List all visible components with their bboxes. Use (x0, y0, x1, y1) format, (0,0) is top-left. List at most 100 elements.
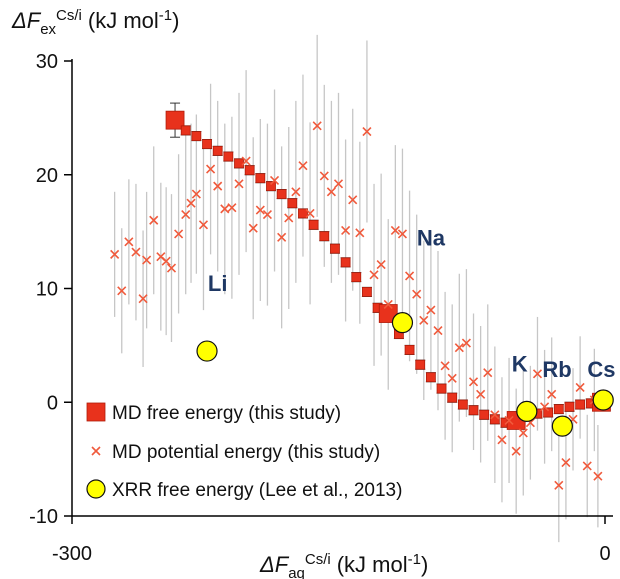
y-axis-title-sup: Cs/i (56, 7, 82, 24)
potential-energy-point (454, 343, 464, 353)
free-energy-point (404, 345, 415, 355)
potential-energy-point (504, 415, 514, 426)
free-energy-point (553, 404, 564, 414)
ion-label: Cs (587, 357, 615, 382)
free-energy-point (244, 165, 255, 176)
y-axis-title: ΔFexCs/i (kJ mol-1) (11, 7, 179, 38)
legend-label: MD potential energy (this study) (112, 442, 380, 463)
potential-energy-point (348, 195, 358, 205)
potential-energy-point (124, 237, 134, 247)
legend-square-marker (86, 402, 106, 422)
y-tick-label: -10 (29, 506, 58, 528)
potential-energy-point (131, 247, 141, 257)
potential-energy-point (161, 256, 171, 266)
x-axis-title-unit-sup: -1 (408, 551, 421, 568)
potential-energy-point (291, 187, 301, 197)
x-tick-label: 0 (599, 543, 610, 565)
potential-energy-point (248, 223, 258, 233)
free-energy-curve (165, 110, 611, 430)
free-energy-point (180, 125, 191, 136)
potential-energy-point (298, 161, 308, 171)
xrr-point (391, 312, 414, 334)
potential-energy-point (206, 164, 216, 174)
legend-circle-marker (86, 479, 106, 499)
potential-energy-point (540, 402, 550, 412)
potential-energy-point (333, 179, 344, 189)
potential-energy-point (593, 471, 603, 481)
y-tick-label: 30 (36, 51, 58, 73)
free-energy-point (468, 405, 479, 416)
potential-energy-point (312, 121, 322, 131)
xrr-point (592, 389, 614, 411)
potential-energy-point (181, 209, 191, 220)
free-energy-point (255, 173, 266, 184)
potential-energy-markers (110, 121, 603, 490)
potential-energy-point (269, 175, 280, 186)
potential-energy-point (234, 179, 244, 189)
free-energy-point (202, 139, 212, 149)
potential-energy-point (390, 225, 400, 236)
axes: 30 20 10 0 -10 -300 0 (29, 51, 613, 565)
free-energy-point (543, 407, 554, 418)
ion-label: Na (417, 225, 446, 250)
potential-energy-point (213, 181, 223, 191)
potential-energy-point (166, 263, 177, 273)
free-energy-point (447, 392, 458, 403)
potential-energy-point (174, 229, 184, 239)
free-energy-point (308, 219, 319, 230)
y-tick-label: 10 (36, 279, 58, 301)
potential-energy-point (186, 198, 196, 208)
free-energy-point (191, 131, 202, 141)
y-axis-title-unit-sup: -1 (159, 7, 172, 24)
potential-energy-point (468, 377, 479, 387)
potential-energy-point (397, 229, 408, 239)
x-axis-title-prefix: ΔF (259, 552, 290, 577)
y-axis-title-sub: ex (40, 21, 56, 38)
potential-energy-point (405, 271, 415, 281)
ion-labels: Li Na K Rb Cs (208, 225, 616, 382)
potential-energy-point (383, 299, 393, 309)
potential-energy-point (490, 410, 500, 420)
potential-energy-point (241, 156, 251, 166)
ion-label: Rb (542, 357, 571, 382)
potential-energy-point (198, 220, 209, 230)
free-energy-point (340, 257, 351, 268)
xrr-point (516, 400, 538, 422)
potential-energy-point (582, 461, 592, 471)
potential-energy-point (476, 389, 486, 399)
potential-energy-point (220, 204, 230, 214)
potential-energy-point (412, 289, 422, 299)
potential-energy-point (277, 232, 287, 242)
potential-energy-point (369, 270, 379, 280)
xrr-point (196, 340, 218, 362)
potential-energy-point (191, 189, 201, 199)
potential-energy-point (440, 361, 450, 371)
potential-energy-point (561, 457, 571, 468)
potential-energy-point (355, 228, 365, 238)
legend: MD free energy (this study) MD potential … (86, 402, 402, 501)
y-tick-label: 0 (47, 392, 58, 414)
potential-energy-point (419, 315, 429, 325)
x-axis-title-unit: (kJ mol (337, 552, 408, 577)
free-energy-point (457, 399, 468, 410)
potential-energy-point (341, 225, 351, 236)
free-energy-point (212, 145, 223, 156)
free-energy-point (287, 198, 298, 209)
x-axis-title-sup: Cs/i (305, 551, 331, 568)
free-energy-point (564, 401, 575, 412)
free-energy-point (425, 372, 436, 383)
potential-energy-point (511, 446, 521, 456)
free-energy-point (489, 414, 500, 425)
free-energy-point (319, 231, 330, 242)
free-energy-point (165, 110, 185, 130)
free-energy-point (276, 189, 287, 199)
potential-energy-point (138, 294, 148, 304)
potential-energy-point (532, 369, 543, 379)
potential-energy-point (362, 126, 372, 137)
potential-energy-point (426, 305, 436, 315)
free-energy-point (223, 151, 234, 162)
ion-label: K (512, 352, 528, 377)
xrr-markers (196, 312, 614, 437)
xrr-point (551, 415, 573, 437)
x-axis-title-sub: aq (288, 565, 305, 579)
